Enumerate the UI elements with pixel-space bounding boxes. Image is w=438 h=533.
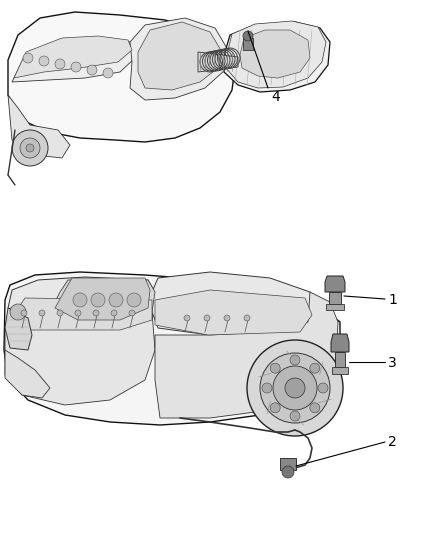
Polygon shape — [5, 308, 155, 405]
Circle shape — [39, 56, 49, 66]
Polygon shape — [224, 22, 330, 92]
Polygon shape — [325, 276, 345, 292]
Circle shape — [243, 31, 253, 41]
Circle shape — [127, 293, 141, 307]
Polygon shape — [280, 458, 296, 470]
Circle shape — [260, 353, 330, 423]
Circle shape — [93, 310, 99, 316]
Polygon shape — [331, 334, 349, 352]
Polygon shape — [55, 278, 150, 320]
Polygon shape — [14, 36, 132, 78]
Polygon shape — [130, 18, 228, 100]
Circle shape — [262, 383, 272, 393]
Polygon shape — [332, 367, 348, 374]
Text: 1: 1 — [388, 293, 397, 307]
Circle shape — [55, 59, 65, 69]
Polygon shape — [198, 52, 238, 72]
Circle shape — [20, 138, 40, 158]
Polygon shape — [4, 272, 340, 425]
Polygon shape — [12, 38, 135, 82]
Polygon shape — [329, 292, 341, 304]
Text: 2: 2 — [388, 435, 397, 449]
Polygon shape — [8, 12, 235, 142]
Circle shape — [204, 315, 210, 321]
Polygon shape — [226, 21, 326, 88]
Circle shape — [285, 378, 305, 398]
Circle shape — [12, 130, 48, 166]
Circle shape — [270, 363, 280, 373]
Circle shape — [57, 310, 63, 316]
Circle shape — [87, 65, 97, 75]
Circle shape — [71, 62, 81, 72]
Circle shape — [21, 310, 27, 316]
Polygon shape — [243, 38, 253, 50]
Circle shape — [290, 355, 300, 365]
Circle shape — [75, 310, 81, 316]
Circle shape — [26, 144, 34, 152]
Polygon shape — [8, 95, 70, 158]
Circle shape — [244, 315, 250, 321]
Polygon shape — [335, 352, 345, 367]
Circle shape — [273, 366, 317, 410]
Circle shape — [103, 68, 113, 78]
Polygon shape — [5, 350, 50, 398]
Polygon shape — [138, 22, 222, 90]
Circle shape — [184, 315, 190, 321]
Circle shape — [10, 304, 26, 320]
Circle shape — [224, 315, 230, 321]
Polygon shape — [50, 280, 155, 325]
Circle shape — [310, 363, 320, 373]
Polygon shape — [155, 290, 312, 335]
Polygon shape — [8, 277, 155, 325]
Polygon shape — [326, 304, 344, 310]
Circle shape — [318, 383, 328, 393]
Circle shape — [129, 310, 135, 316]
Polygon shape — [155, 292, 338, 418]
Circle shape — [290, 411, 300, 421]
Circle shape — [310, 403, 320, 413]
Circle shape — [247, 340, 343, 436]
Text: 3: 3 — [388, 356, 397, 370]
Polygon shape — [240, 30, 310, 78]
Circle shape — [39, 310, 45, 316]
Circle shape — [23, 53, 33, 63]
Circle shape — [282, 466, 294, 478]
Circle shape — [73, 293, 87, 307]
Polygon shape — [5, 308, 32, 350]
Circle shape — [91, 293, 105, 307]
Circle shape — [270, 403, 280, 413]
Circle shape — [109, 293, 123, 307]
Circle shape — [111, 310, 117, 316]
Text: 4: 4 — [271, 90, 280, 104]
Polygon shape — [152, 272, 315, 335]
Polygon shape — [10, 298, 152, 330]
